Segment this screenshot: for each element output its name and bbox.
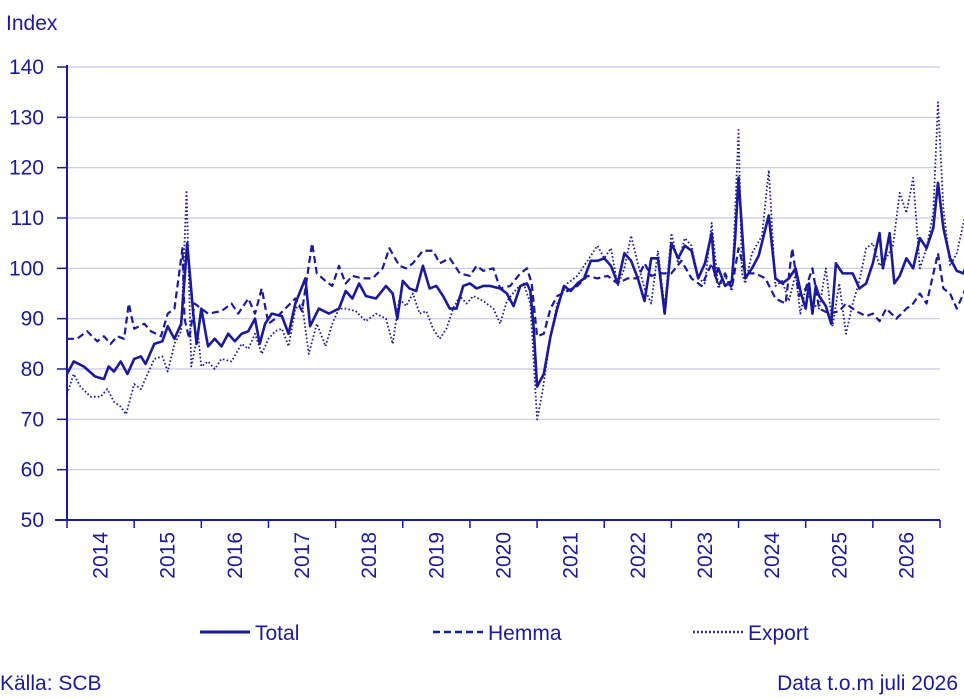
legend-label-total: Total xyxy=(255,622,299,645)
x-tick-label: 2023 xyxy=(694,532,717,579)
series-line-export xyxy=(66,101,964,421)
legend: Total Hemma Export xyxy=(200,622,809,645)
y-tick-label: 50 xyxy=(21,509,44,532)
y-axis-label: Index xyxy=(6,12,58,35)
data-note: Data t.o.m juli 2026 xyxy=(777,672,958,695)
series-line-hemma xyxy=(67,242,964,345)
x-tick-label: 2025 xyxy=(828,532,851,579)
x-tick-label: 2024 xyxy=(761,532,784,579)
y-tick-label: 90 xyxy=(21,308,44,331)
series-lines xyxy=(65,101,964,421)
y-tick-label: 110 xyxy=(11,207,44,230)
y-tick-labels: 50 60 70 80 90 100 110 120 130 140 xyxy=(9,56,44,532)
x-tick-label: 2020 xyxy=(493,532,516,579)
source-text: Källa: SCB xyxy=(0,672,102,695)
x-tick-label: 2022 xyxy=(627,532,650,579)
series-line-total xyxy=(65,176,964,388)
y-tick-label: 140 xyxy=(9,56,44,79)
x-tick-label: 2014 xyxy=(90,532,113,579)
y-tick-label: 60 xyxy=(21,459,44,482)
x-tick-labels: 2014 2015 2016 2017 2018 2019 2020 2021 2022 2023… xyxy=(90,532,919,579)
y-tick-label: 100 xyxy=(9,257,44,280)
x-tick-label: 2026 xyxy=(895,532,918,579)
x-tick-label: 2018 xyxy=(358,532,381,579)
x-tick-label: 2021 xyxy=(560,532,583,579)
x-tick-label: 2015 xyxy=(157,532,180,579)
y-tick-label: 70 xyxy=(21,408,44,431)
y-tick-label: 130 xyxy=(9,106,44,129)
x-tick-label: 2017 xyxy=(291,532,314,579)
axes xyxy=(55,65,941,528)
y-tick-label: 120 xyxy=(9,157,44,180)
legend-label-export: Export xyxy=(748,622,809,645)
legend-label-hemma: Hemma xyxy=(488,622,562,645)
x-tick-label: 2019 xyxy=(425,532,448,579)
y-tick-label: 80 xyxy=(21,358,44,381)
gridlines xyxy=(67,66,940,471)
x-tick-label: 2016 xyxy=(224,532,247,579)
